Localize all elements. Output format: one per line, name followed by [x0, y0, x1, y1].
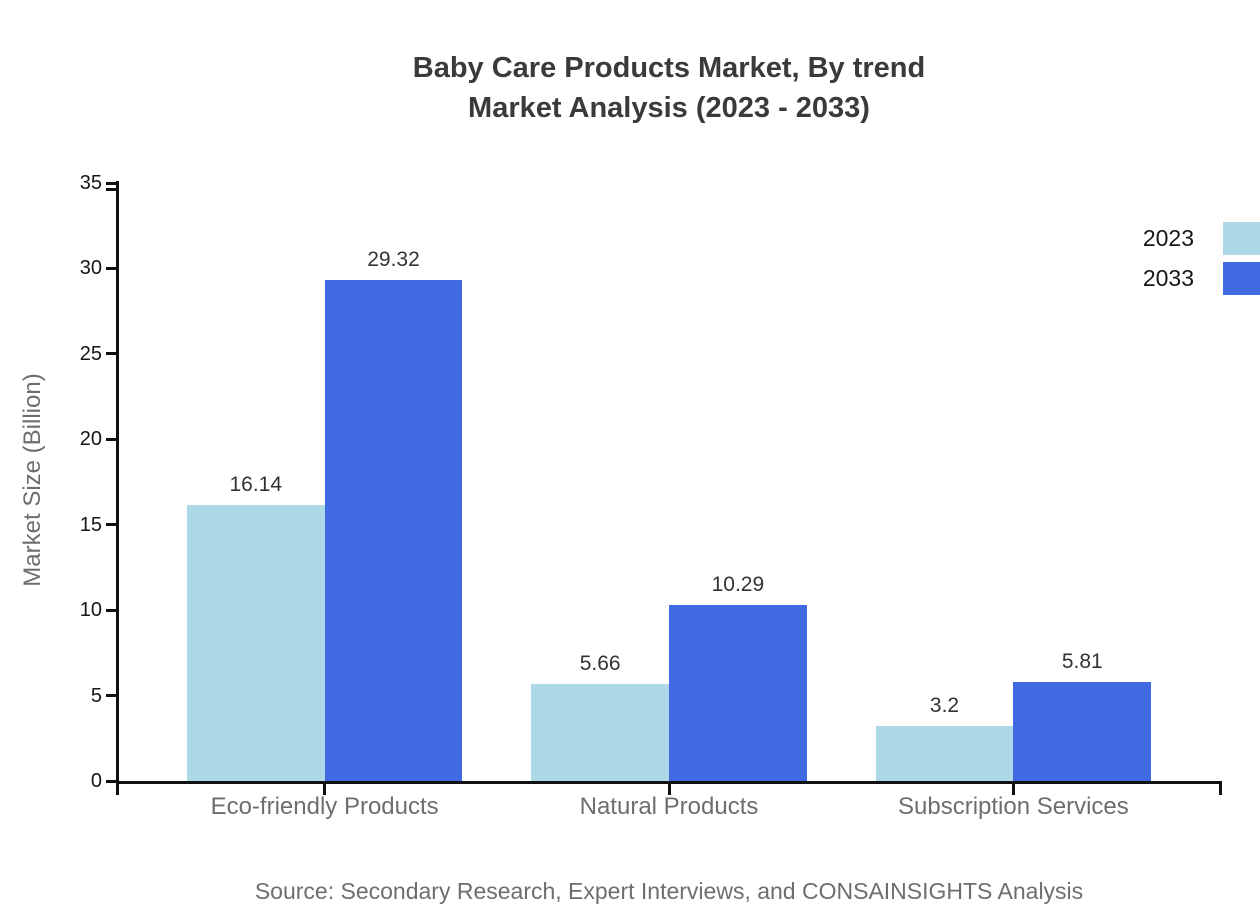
- y-tick-mark-0: [106, 779, 116, 783]
- y-axis-line: [116, 181, 119, 784]
- bar-2023-eco-friendly-products: [186, 505, 325, 781]
- y-tick-label-25: 25: [79, 342, 102, 365]
- value-label-2033-eco-friendly-products: 29.32: [367, 248, 420, 272]
- y-tick-mark-10: [106, 608, 116, 612]
- category-label-eco-friendly-products: Eco-friendly Products: [210, 793, 439, 820]
- x-axis-left-cap: [116, 784, 119, 795]
- legend-swatch-2023: [1223, 221, 1260, 255]
- category-label-natural-products: Natural Products: [579, 793, 759, 820]
- y-tick-mark-25: [106, 352, 116, 356]
- x-axis-line: [116, 781, 1222, 784]
- chart-title-block: Baby Care Products Market, By trend Mark…: [118, 48, 1220, 128]
- y-axis-top-cap: [106, 187, 116, 191]
- y-tick-label-0: 0: [90, 770, 102, 792]
- value-label-2023-natural-products: 5.66: [579, 652, 621, 676]
- category-label-subscription-services: Subscription Services: [897, 793, 1129, 820]
- legend-label-2023: 2023: [1142, 224, 1194, 251]
- y-tick-mark-15: [106, 523, 116, 527]
- y-tick-mark-30: [106, 266, 116, 270]
- y-tick-label-10: 10: [79, 599, 102, 622]
- y-tick-label-35: 35: [79, 172, 102, 194]
- source-note: Source: Secondary Research, Expert Inter…: [254, 878, 1084, 904]
- x-tick-mark-natural-products: [667, 784, 671, 795]
- value-label-2023-subscription-services: 3.2: [929, 694, 960, 718]
- y-tick-label-5: 5: [90, 684, 102, 707]
- legend-label-2033: 2033: [1142, 264, 1194, 291]
- x-tick-mark-eco-friendly-products: [323, 784, 327, 795]
- chart-title: Baby Care Products Market, By trend: [412, 52, 926, 84]
- x-axis-right-cap: [1219, 784, 1222, 795]
- y-tick-label-30: 30: [79, 257, 102, 280]
- chart-subtitle: Market Analysis (2023 - 2033): [468, 92, 870, 124]
- y-tick-mark-5: [106, 694, 116, 698]
- bar-2023-subscription-services: [875, 726, 1014, 781]
- legend: 2023 2033: [1143, 218, 1260, 298]
- bar-2033-natural-products: [669, 605, 807, 781]
- plot-area: 0 5 10 15 20 25 30 35 Eco-friendly Products 16.14…: [80, 172, 1222, 820]
- value-label-2033-subscription-services: 5.81: [1061, 649, 1103, 673]
- y-tick-mark-20: [106, 437, 116, 441]
- bar-2033-eco-friendly-products: [324, 280, 463, 781]
- bar-2033-subscription-services: [1013, 681, 1152, 781]
- y-axis-title: Market Size (Billion): [19, 373, 46, 587]
- legend-item-2033: 2033: [1143, 258, 1260, 298]
- legend-swatch-2033: [1223, 261, 1260, 295]
- bar-2023-natural-products: [531, 684, 669, 781]
- y-tick-label-20: 20: [79, 428, 102, 451]
- y-tick-mark-35: [106, 181, 116, 185]
- value-label-2033-natural-products: 10.29: [711, 573, 765, 597]
- y-tick-label-15: 15: [79, 513, 102, 536]
- x-tick-mark-subscription-services: [1011, 784, 1015, 795]
- value-label-2023-eco-friendly-products: 16.14: [229, 473, 283, 497]
- legend-item-2023: 2023: [1143, 218, 1260, 258]
